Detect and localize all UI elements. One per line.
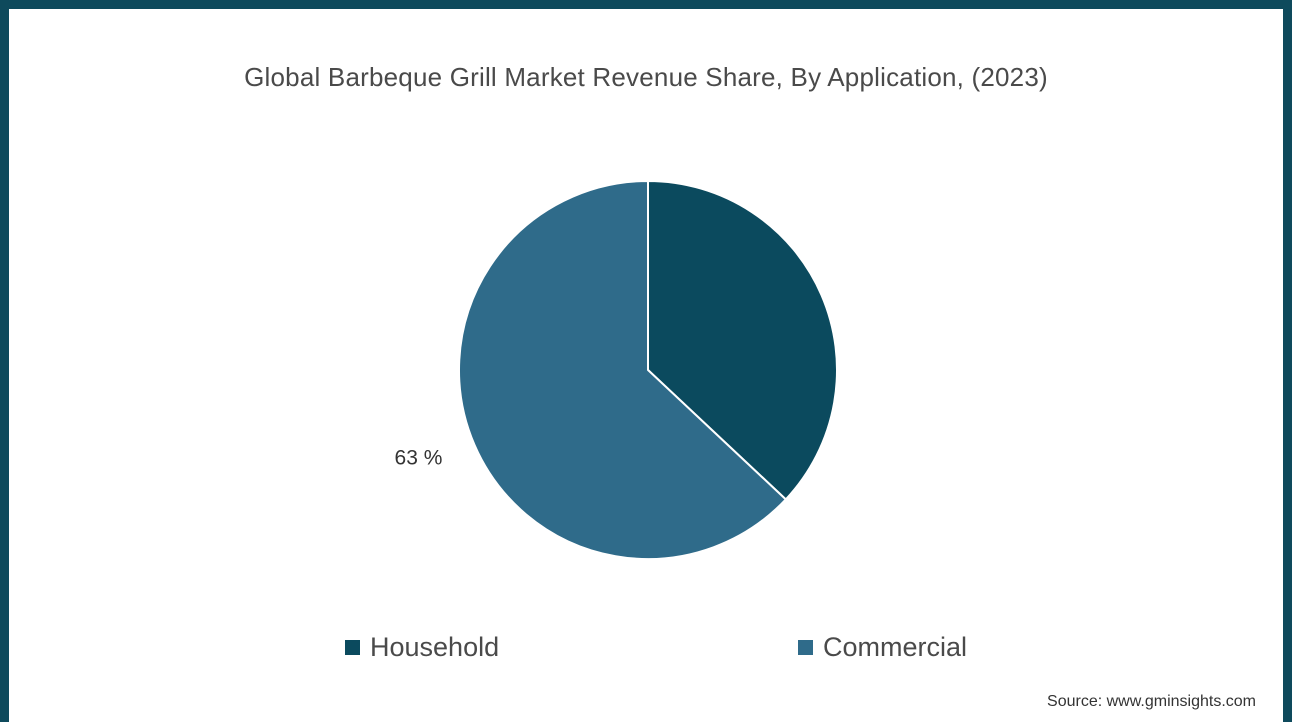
pie-slice-household <box>647 180 838 501</box>
pie-slices <box>458 180 838 560</box>
legend-swatch-household <box>345 640 360 655</box>
legend-label-household: Household <box>370 632 500 662</box>
pie-slice-commercial <box>458 180 787 560</box>
legend-label-commercial: Commercial <box>823 632 968 662</box>
legend-item-commercial: Commercial <box>798 632 967 663</box>
legend-item-household: Household <box>345 632 499 663</box>
chart-title: Global Barbeque Grill Market Revenue Sha… <box>244 62 1048 92</box>
source-note: Source: www.gminsights.com <box>1047 693 1256 710</box>
data-label-commercial: 63 % <box>395 447 443 470</box>
pie-data-labels: 63 % <box>395 447 443 470</box>
legend-swatch-commercial <box>798 640 813 655</box>
chart-legend: Household Commercial <box>0 632 1292 668</box>
